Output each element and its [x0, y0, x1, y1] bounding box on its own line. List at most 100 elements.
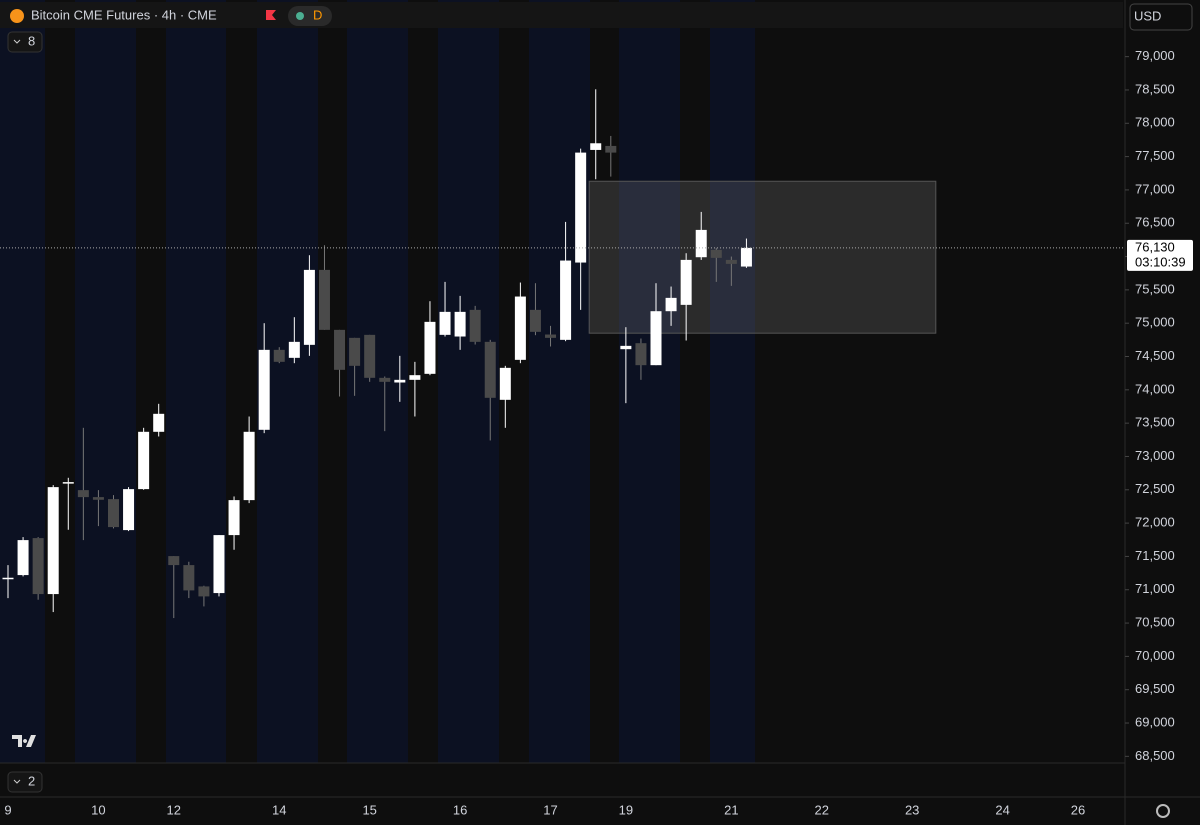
candle-body	[484, 341, 496, 398]
x-tick-label: 16	[453, 802, 467, 817]
y-tick-label: 69,500	[1135, 681, 1175, 696]
x-tick-label: 14	[272, 802, 286, 817]
y-tick-label: 68,500	[1135, 748, 1175, 763]
candle-body	[379, 377, 391, 382]
y-tick-label: 75,500	[1135, 281, 1175, 296]
x-tick-label: 19	[619, 802, 633, 817]
last-price-label: 76,130	[1135, 239, 1175, 254]
y-tick-label: 71,500	[1135, 548, 1175, 563]
candle-body	[695, 229, 707, 258]
candle-body	[575, 152, 587, 263]
candle-body	[198, 586, 210, 597]
candle-body	[605, 145, 617, 153]
candle-body	[243, 431, 255, 501]
candle-body	[394, 379, 406, 383]
logo[interactable]	[12, 735, 36, 747]
last-price-tag	[1127, 239, 1193, 271]
candle-body	[303, 269, 315, 345]
candle-body	[288, 341, 300, 358]
countdown: 03:10:39	[1135, 254, 1186, 269]
candle-body	[665, 297, 677, 312]
x-tick-label: 10	[91, 802, 105, 817]
candle-body	[32, 538, 44, 595]
y-tick-label: 72,500	[1135, 481, 1175, 496]
candle-body	[92, 497, 104, 500]
candle-body	[439, 311, 451, 335]
candle-body	[153, 413, 165, 432]
btc-icon	[10, 9, 24, 23]
candle-body	[77, 490, 89, 498]
settings-icon[interactable]	[1156, 804, 1170, 818]
x-tick-label: 24	[995, 802, 1009, 817]
y-tick-label: 70,000	[1135, 648, 1175, 663]
y-tick-label: 75,000	[1135, 315, 1175, 330]
candle-body	[17, 540, 29, 576]
candle-body	[138, 431, 150, 490]
candle-body	[545, 334, 557, 338]
currency-box[interactable]	[1129, 3, 1193, 31]
candle-body	[740, 247, 752, 267]
y-tick-label: 74,500	[1135, 348, 1175, 363]
indicator-count[interactable]: 8	[28, 33, 35, 48]
candle-body	[2, 577, 14, 580]
x-tick-label: 9	[4, 802, 11, 817]
y-tick-label: 72,000	[1135, 515, 1175, 530]
candle-body	[364, 334, 376, 378]
symbol-title[interactable]: Bitcoin CME Futures · 4h · CME	[31, 7, 217, 22]
y-tick-label: 79,000	[1135, 48, 1175, 63]
candle-body	[454, 311, 466, 337]
candle-body	[334, 329, 346, 370]
y-tick-label: 71,000	[1135, 581, 1175, 596]
candle-body	[228, 500, 240, 536]
y-tick-label: 73,500	[1135, 415, 1175, 430]
indicator-toggle[interactable]	[7, 31, 43, 53]
header-bar	[0, 2, 1123, 28]
delay-badge: D	[313, 7, 322, 22]
y-tick-label: 77,500	[1135, 148, 1175, 163]
x-tick-label: 22	[815, 802, 829, 817]
candle-body	[650, 311, 662, 366]
x-tick-label: 17	[543, 802, 557, 817]
candle-body	[725, 259, 737, 264]
x-tick-label: 12	[167, 802, 181, 817]
session-stripes	[0, 0, 755, 763]
chevron	[13, 779, 21, 784]
candle-body	[514, 296, 526, 360]
candle-body	[123, 489, 135, 531]
candle-body	[62, 482, 74, 484]
candle-body	[710, 249, 722, 258]
y-tick-label: 73,000	[1135, 448, 1175, 463]
candle-body	[424, 321, 436, 374]
pane-toggle[interactable]	[7, 771, 43, 793]
y-tick-label: 69,000	[1135, 714, 1175, 729]
status-pill	[288, 6, 332, 26]
price-zone	[588, 180, 937, 334]
y-tick-label: 78,000	[1135, 115, 1175, 130]
candle-body	[409, 375, 421, 380]
chevron	[13, 39, 21, 44]
candle-body	[213, 535, 225, 594]
candle-body	[620, 345, 632, 350]
candle-body	[47, 487, 59, 595]
x-tick-label: 23	[905, 802, 919, 817]
currency[interactable]: USD	[1134, 8, 1161, 23]
plot-area	[2, 89, 937, 619]
candle-body	[258, 349, 270, 430]
pane-count[interactable]: 2	[28, 773, 35, 788]
y-tick-label: 74,000	[1135, 381, 1175, 396]
candle-body	[499, 367, 511, 400]
candle-body	[635, 343, 647, 366]
candle-body	[183, 565, 195, 591]
candle-body	[273, 349, 285, 362]
x-tick-label: 15	[362, 802, 376, 817]
candle-body	[349, 337, 361, 366]
flag-icon[interactable]	[266, 10, 276, 20]
y-tick-label: 78,500	[1135, 81, 1175, 96]
status-dot	[296, 12, 304, 20]
x-tick-label: 26	[1071, 802, 1085, 817]
y-tick-label: 70,500	[1135, 614, 1175, 629]
candle-body	[590, 143, 602, 150]
candle-body	[318, 269, 330, 330]
